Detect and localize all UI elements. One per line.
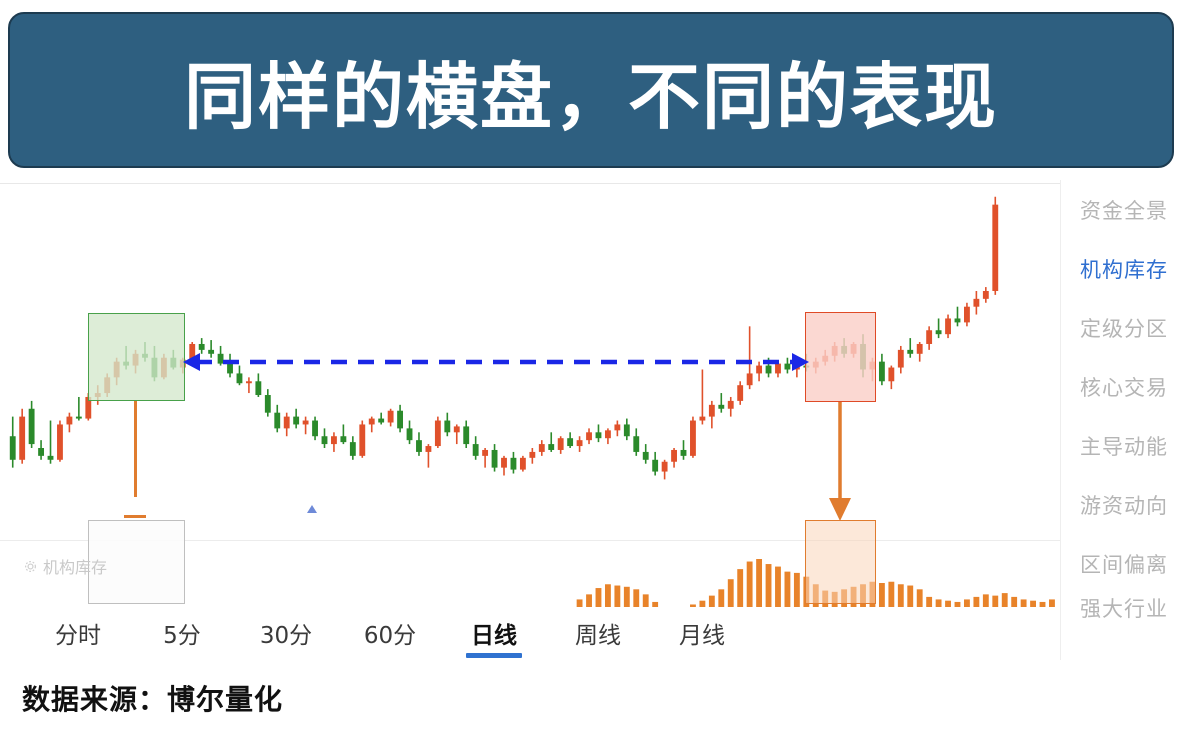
sidebar-item-grade-zone[interactable]: 定级分区: [1061, 298, 1186, 357]
sidebar-item-hot-money-flow[interactable]: 游资动向: [1061, 475, 1186, 534]
sidebar-item-core-trade[interactable]: 核心交易: [1061, 357, 1186, 416]
green-box-connector-cap: [124, 515, 146, 518]
tab-5min[interactable]: 5分: [130, 604, 234, 650]
sidebar-item-dominant-momentum[interactable]: 主导动能: [1061, 416, 1186, 475]
tab-label: 日线: [471, 623, 517, 649]
sidebar-label: 强大行业: [1080, 597, 1168, 621]
sidebar-item-capital-overview[interactable]: 资金全景: [1061, 180, 1186, 239]
green-box-connector-line: [134, 401, 137, 497]
tab-label: 5分: [163, 623, 201, 649]
timeframe-tabs[interactable]: 分时 5分 30分 60分 日线 周线 月线: [0, 604, 1060, 660]
tab-label: 30分: [259, 623, 313, 649]
sidebar-item-institution-inventory[interactable]: 机构库存: [1061, 239, 1186, 298]
banner-title: 同样的横盘，不同的表现: [183, 54, 998, 139]
sidebar-label: 资金全景: [1080, 198, 1168, 223]
panel-divider: [0, 540, 1060, 541]
indicator-caption[interactable]: 机构库存: [24, 554, 107, 578]
sidebar-label: 定级分区: [1080, 316, 1168, 341]
sidebar-label: 区间偏离: [1080, 552, 1168, 577]
tab-label: 分时: [55, 623, 101, 649]
tab-label: 月线: [679, 623, 725, 649]
sidebar-item-strong-industry[interactable]: 强大行业: [1061, 593, 1186, 623]
green-highlight-box: [88, 313, 185, 401]
tab-weekly[interactable]: 周线: [546, 604, 650, 650]
data-source-footer: 数据来源：博尔量化: [22, 683, 284, 716]
sidebar-label: 主导动能: [1080, 434, 1168, 459]
chart-top-divider: [0, 183, 1060, 184]
tab-60min[interactable]: 60分: [338, 604, 442, 650]
tab-label: 周线: [575, 623, 621, 649]
sidebar-label: 核心交易: [1080, 375, 1168, 400]
title-banner: 同样的横盘，不同的表现: [8, 12, 1174, 168]
indicator-orange-highlight-box: [805, 520, 876, 604]
tab-daily[interactable]: 日线: [442, 604, 546, 658]
tab-monthly[interactable]: 月线: [650, 604, 754, 650]
red-highlight-box: [805, 312, 876, 402]
tab-fenshi[interactable]: 分时: [26, 604, 130, 650]
right-sidebar[interactable]: 资金全景 机构库存 定级分区 核心交易 主导动能 游资动向 区间偏离 强大行业: [1060, 180, 1186, 660]
indicator-name-label: 机构库存: [43, 560, 108, 577]
tab-label: 60分: [363, 623, 417, 649]
active-tab-underline: [466, 653, 522, 658]
indicator-gray-empty-box: [88, 520, 185, 604]
sidebar-label: 机构库存: [1080, 257, 1168, 282]
gear-icon[interactable]: [24, 560, 37, 573]
sidebar-label: 游资动向: [1080, 493, 1168, 518]
tab-30min[interactable]: 30分: [234, 604, 338, 650]
chart-container[interactable]: 17.62 15.02 12.81 10.92 机构库存: [0, 180, 1186, 660]
sidebar-item-range-deviation[interactable]: 区间偏离: [1061, 534, 1186, 593]
